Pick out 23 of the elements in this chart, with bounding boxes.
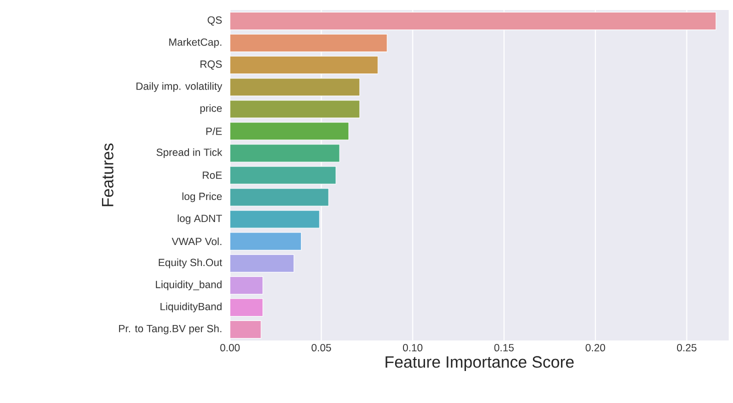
x-tick-label: 0.25 bbox=[677, 344, 696, 352]
x-tick-label: 0.00 bbox=[220, 344, 240, 352]
x-tick-label: 0.15 bbox=[494, 344, 514, 352]
y-tick-label: RQS bbox=[200, 60, 222, 70]
y-tick-label: QS bbox=[208, 16, 222, 26]
y-tick-label: price bbox=[200, 104, 222, 114]
y-tick-label: LiquidityBand bbox=[160, 302, 222, 312]
y-tick-label: Liquidity_band bbox=[156, 280, 222, 290]
x-tick-label: 0.10 bbox=[402, 344, 422, 352]
y-axis-title: Features bbox=[102, 143, 114, 206]
y-tick-label: P/E bbox=[206, 127, 222, 135]
y-tick-label: VWAP Vol. bbox=[172, 237, 222, 246]
y-tick-label: RoE bbox=[202, 172, 222, 179]
y-tick-label: Pr. to Tang.BV per Sh. bbox=[119, 324, 222, 334]
x-tick-label: 0.05 bbox=[312, 344, 332, 352]
y-tick-label: Spread in Tick bbox=[156, 148, 222, 158]
y-tick-label: log Price bbox=[182, 192, 222, 202]
y-tick-label: Equity Sh.Out bbox=[158, 258, 222, 268]
y-tick-label: Daily imp. volatility bbox=[136, 82, 222, 92]
x-tick-label: 0.20 bbox=[586, 344, 606, 352]
x-axis-title: Feature Importance Score bbox=[386, 356, 574, 371]
y-tick-label: MarketCap. bbox=[169, 38, 222, 48]
y-tick-label: log ADNT bbox=[178, 214, 222, 224]
